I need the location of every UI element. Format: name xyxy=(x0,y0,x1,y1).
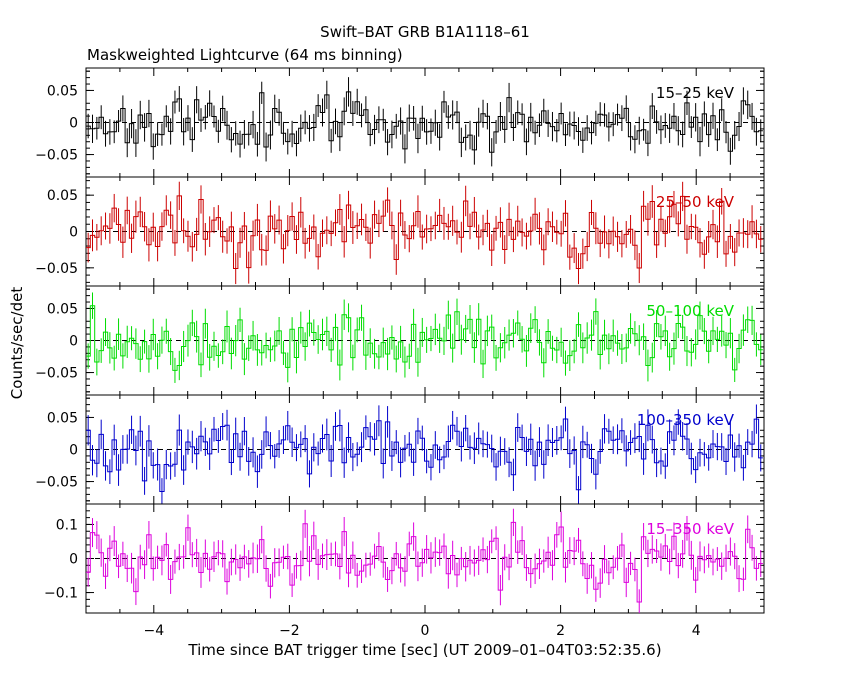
chart-title: Swift–BAT GRB B1A1118–61 xyxy=(320,23,530,41)
band-label: 15–350 keV xyxy=(646,520,734,538)
panel-2: −0.05 0 0.05 25–50 keV xyxy=(35,176,765,287)
x-tick-label: −2 xyxy=(279,623,300,639)
series-2 xyxy=(86,181,763,285)
y-tick-label: 0.05 xyxy=(47,83,78,99)
series-5 xyxy=(86,508,763,613)
y-tick-label: 0 xyxy=(69,552,78,568)
y-tick-label: −0.05 xyxy=(35,148,78,164)
y-tick-label: −0.1 xyxy=(44,586,78,602)
x-tick-label: 0 xyxy=(421,623,430,639)
x-tick-label: 4 xyxy=(692,623,701,639)
series-4 xyxy=(86,404,763,504)
y-tick-label: 0.1 xyxy=(56,517,78,533)
chart-subtitle: Maskweighted Lightcurve (64 ms binning) xyxy=(87,46,403,64)
y-tick-label: 0.05 xyxy=(47,410,78,426)
panel-5: −0.1 0 0.1 15–350 keV xyxy=(44,503,765,614)
band-label: 15–25 keV xyxy=(656,84,735,102)
y-tick-label: 0.05 xyxy=(47,188,78,204)
step-line xyxy=(86,521,763,603)
panel-3: −0.05 0 0.05 50–100 keV xyxy=(35,285,765,396)
y-tick-label: 0 xyxy=(69,443,78,459)
panel-1: −0.05 0 0.05 15–25 keV xyxy=(35,67,765,178)
step-line xyxy=(86,195,763,269)
step-line xyxy=(86,418,763,492)
y-tick-label: −0.05 xyxy=(35,366,78,382)
y-tick-label: 0 xyxy=(69,116,78,132)
band-label: 100–350 keV xyxy=(637,411,735,429)
x-tick-label: −4 xyxy=(143,623,164,639)
band-label: 50–100 keV xyxy=(646,302,734,320)
x-axis-label: Time since BAT trigger time [sec] (UT 20… xyxy=(187,641,661,659)
series-3 xyxy=(86,292,763,383)
step-line xyxy=(86,305,763,371)
y-axis-label: Counts/sec/det xyxy=(8,287,26,400)
y-tick-label: 0 xyxy=(69,334,78,350)
x-tick-label: 2 xyxy=(556,623,565,639)
step-line xyxy=(86,91,763,153)
y-tick-label: 0.05 xyxy=(47,301,78,317)
band-label: 25–50 keV xyxy=(656,193,735,211)
y-tick-label: 0 xyxy=(69,225,78,241)
y-tick-label: −0.05 xyxy=(35,475,78,491)
series-1 xyxy=(86,77,763,167)
y-tick-label: −0.05 xyxy=(35,261,78,277)
panel-4: −0.05 0 0.05 100–350 keV xyxy=(35,394,765,505)
